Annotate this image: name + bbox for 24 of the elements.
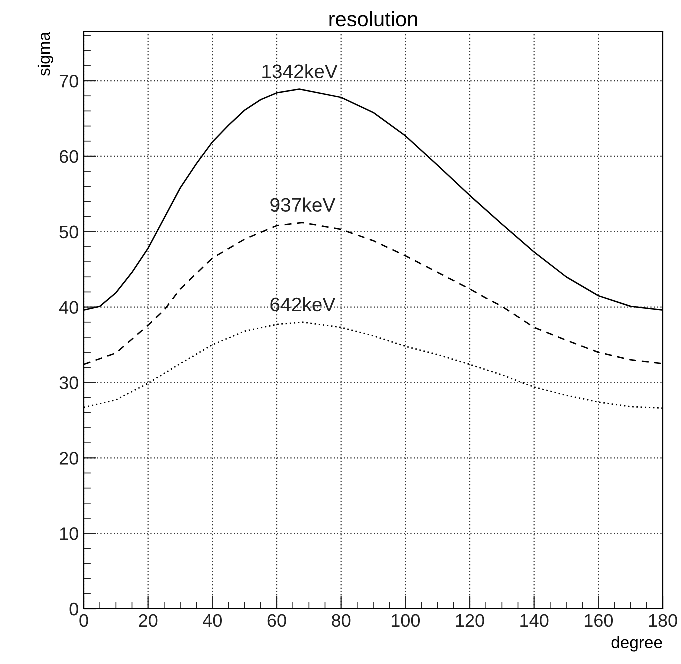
x-tick-label: 0 xyxy=(80,614,88,628)
y-axis-title: sigma xyxy=(38,32,54,76)
x-tick-label: 80 xyxy=(332,614,351,628)
y-tick-label: 30 xyxy=(60,376,78,390)
chart-title: resolution xyxy=(330,11,418,27)
x-tick-label: 60 xyxy=(268,614,286,628)
x-tick-label: 180 xyxy=(649,614,678,628)
y-tick-label: 40 xyxy=(59,301,78,314)
x-tick-label: 40 xyxy=(203,614,222,628)
y-tick-label: 20 xyxy=(60,452,78,465)
y-tick-label: 10 xyxy=(60,528,78,540)
x-tick-label: 20 xyxy=(139,614,158,628)
y-tick-label: 60 xyxy=(60,150,78,164)
y-tick-label: 70 xyxy=(60,74,78,88)
x-tick-label: 120 xyxy=(456,614,484,628)
y-tick-label: 0 xyxy=(70,602,78,616)
x-axis-title: degree xyxy=(612,636,662,652)
x-tick-label: 140 xyxy=(520,614,549,628)
series-label: 642keV xyxy=(270,297,336,312)
series-label: 937keV xyxy=(270,198,336,212)
x-tick-label: 160 xyxy=(584,614,614,628)
series-label: 1342keV xyxy=(262,64,338,79)
x-tick-label: 100 xyxy=(392,614,420,628)
y-tick-label: 50 xyxy=(60,226,78,239)
